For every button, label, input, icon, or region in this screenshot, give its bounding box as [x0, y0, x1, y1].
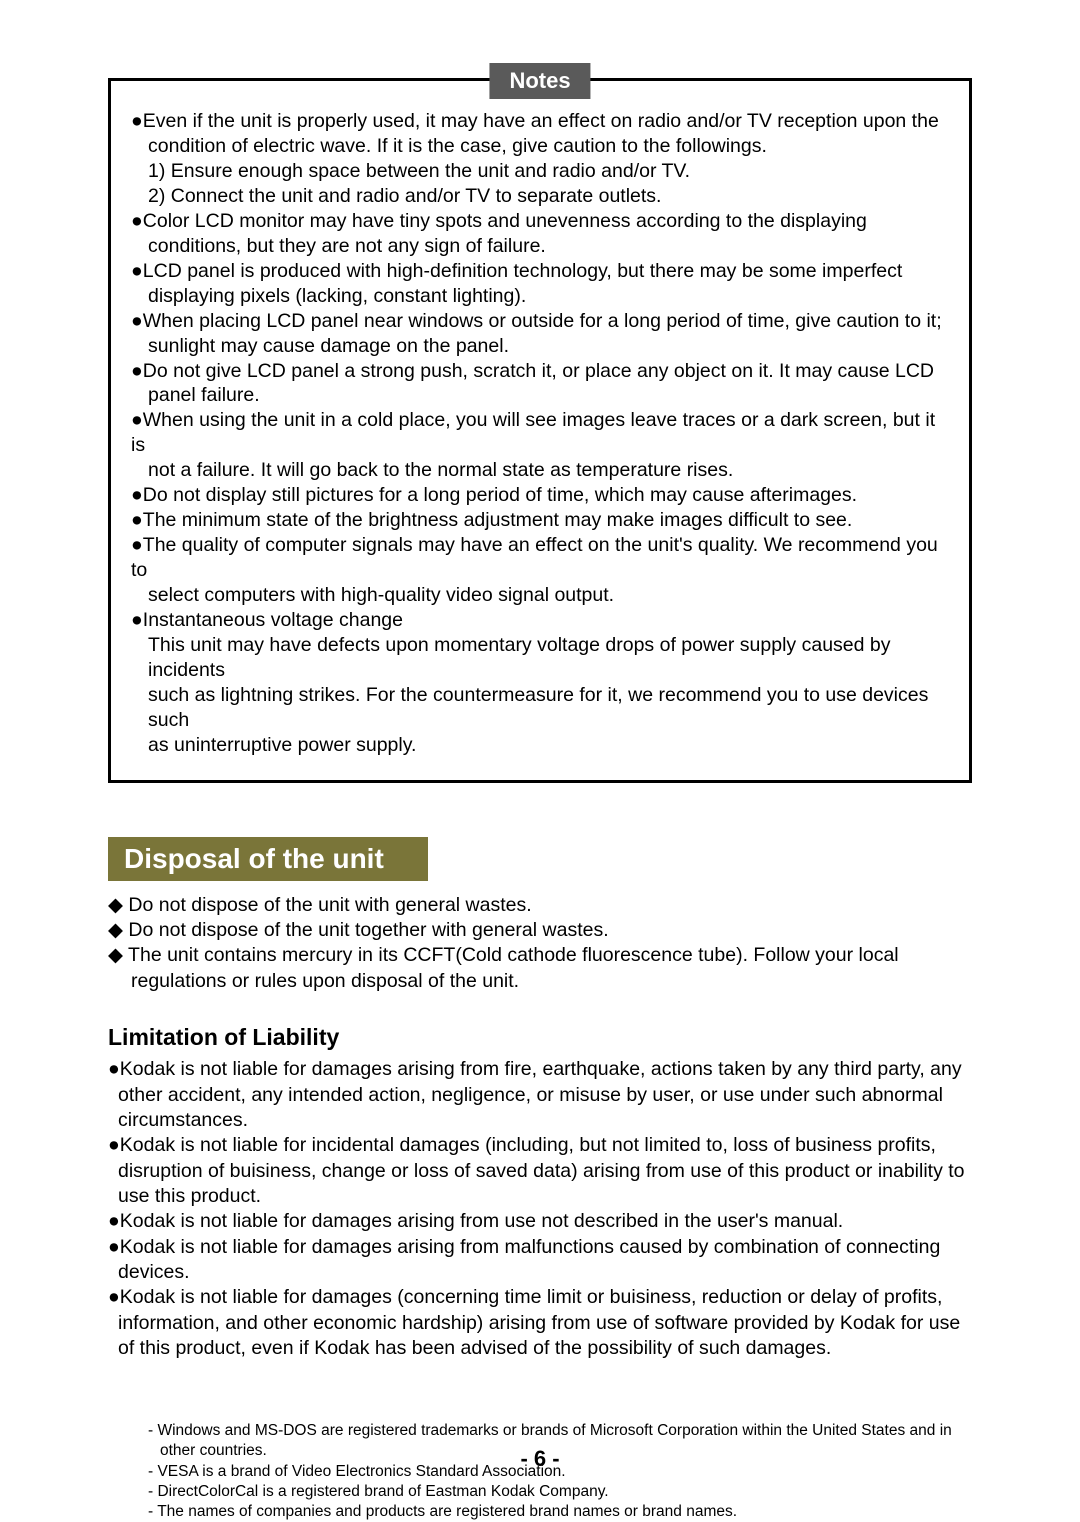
trademark-line: - DirectColorCal is a registered brand o… — [148, 1482, 972, 1502]
notes-line: select computers with high-quality video… — [131, 583, 949, 608]
notes-line: not a failure. It will go back to the no… — [131, 458, 949, 483]
trademark-line: - Windows and MS-DOS are registered trad… — [148, 1421, 972, 1461]
notes-line: as uninterruptive power supply. — [131, 733, 949, 758]
liability-item: ●Kodak is not liable for damages arising… — [108, 1057, 972, 1133]
notes-line: ●The minimum state of the brightness adj… — [131, 508, 949, 533]
notes-line: such as lightning strikes. For the count… — [131, 683, 949, 733]
disposal-list: ◆ Do not dispose of the unit with genera… — [108, 893, 972, 994]
notes-line: ●Even if the unit is properly used, it m… — [131, 109, 949, 134]
notes-line: panel failure. — [131, 383, 949, 408]
liability-item: ●Kodak is not liable for damages arising… — [108, 1209, 972, 1234]
disposal-item: ◆ Do not dispose of the unit with genera… — [108, 893, 972, 918]
notes-line: ●Do not display still pictures for a lon… — [131, 483, 949, 508]
notes-line: ●Color LCD monitor may have tiny spots a… — [131, 209, 949, 234]
notes-line: This unit may have defects upon momentar… — [131, 633, 949, 683]
notes-box: Notes ●Even if the unit is properly used… — [108, 78, 972, 783]
disposal-header: Disposal of the unit — [108, 837, 428, 881]
notes-line: ●The quality of computer signals may hav… — [131, 533, 949, 583]
notes-body: ●Even if the unit is properly used, it m… — [131, 109, 949, 758]
liability-header: Limitation of Liability — [108, 1024, 972, 1051]
page-number: - 6 - — [520, 1446, 559, 1472]
notes-line: ●When using the unit in a cold place, yo… — [131, 408, 949, 458]
notes-line: ●Instantaneous voltage change — [131, 608, 949, 633]
notes-line: conditions, but they are not any sign of… — [131, 234, 949, 259]
notes-line: ●When placing LCD panel near windows or … — [131, 309, 949, 334]
notes-line: displaying pixels (lacking, constant lig… — [131, 284, 949, 309]
notes-line: ●LCD panel is produced with high-definit… — [131, 259, 949, 284]
liability-item: ●Kodak is not liable for damages (concer… — [108, 1285, 972, 1361]
disposal-item: ◆ Do not dispose of the unit together wi… — [108, 918, 972, 943]
notes-title: Notes — [489, 63, 590, 99]
notes-line: sunlight may cause damage on the panel. — [131, 334, 949, 359]
trademark-line: - The names of companies and products ar… — [148, 1502, 972, 1522]
notes-line: 1) Ensure enough space between the unit … — [131, 159, 949, 184]
liability-list: ●Kodak is not liable for damages arising… — [108, 1057, 972, 1361]
disposal-item: ◆ The unit contains mercury in its CCFT(… — [108, 943, 972, 994]
notes-line: condition of electric wave. If it is the… — [131, 134, 949, 159]
liability-item: ●Kodak is not liable for damages arising… — [108, 1235, 972, 1286]
trademark-line: - VESA is a brand of Video Electronics S… — [148, 1462, 972, 1482]
liability-item: ●Kodak is not liable for incidental dama… — [108, 1133, 972, 1209]
notes-line: ●Do not give LCD panel a strong push, sc… — [131, 359, 949, 384]
notes-line: 2) Connect the unit and radio and/or TV … — [131, 184, 949, 209]
